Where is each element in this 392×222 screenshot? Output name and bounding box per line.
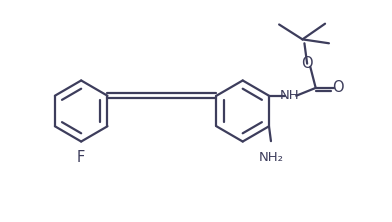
Text: F: F — [77, 150, 85, 165]
Text: O: O — [332, 80, 344, 95]
Text: NH: NH — [279, 89, 299, 102]
Text: NH₂: NH₂ — [258, 151, 283, 164]
Text: O: O — [301, 56, 313, 71]
